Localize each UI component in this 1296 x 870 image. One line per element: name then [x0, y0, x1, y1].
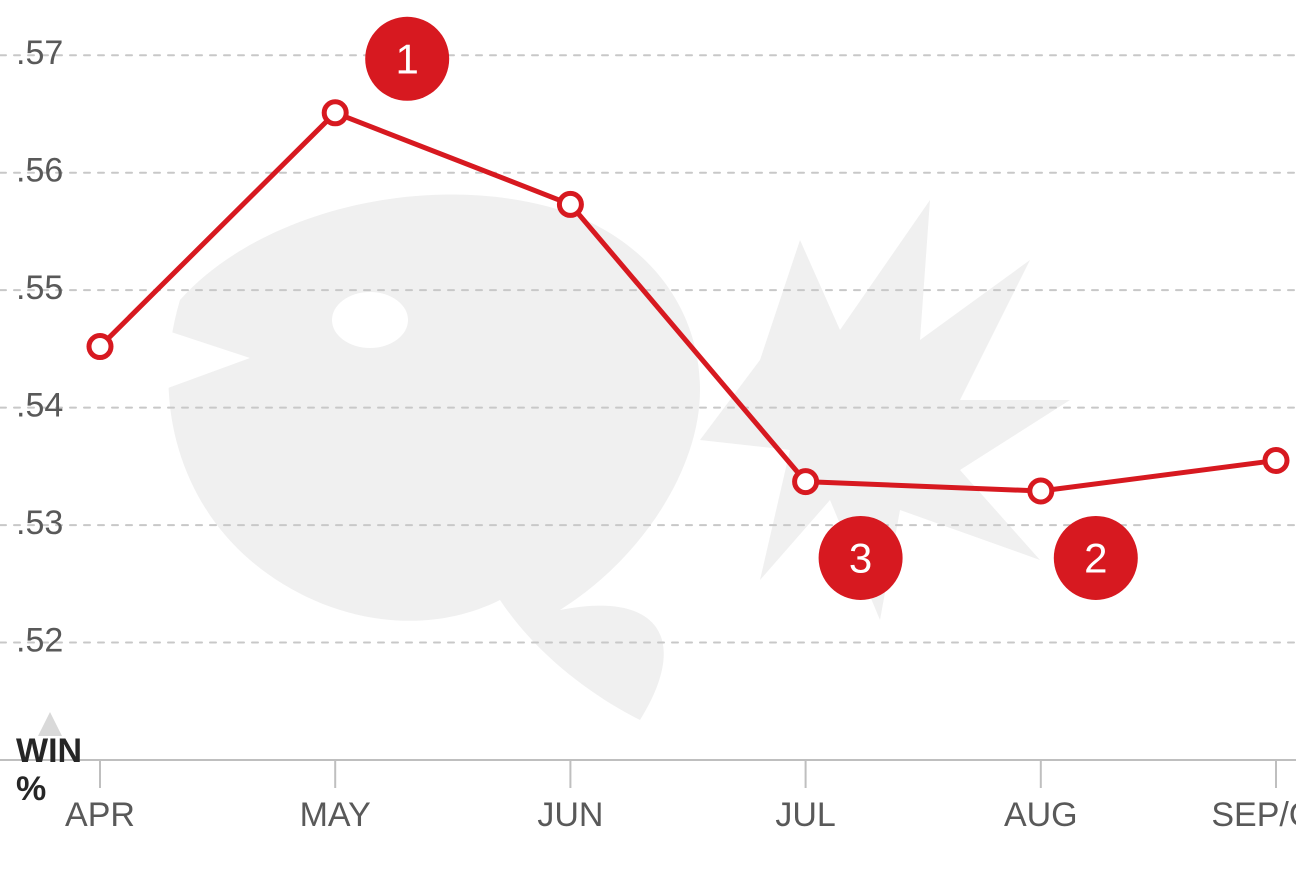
win-pct-line-chart: .52 .53 .54 .55 .56 .57 APR MAY JUN JUL AUG SEP/OCT… [0, 0, 1296, 870]
data-point-marker [795, 471, 817, 493]
x-tick-label: SEP/OCT [1211, 796, 1296, 834]
data-point-marker [324, 102, 346, 124]
x-tick-label: JUL [775, 796, 835, 834]
data-point-marker [559, 193, 581, 215]
annotation-badge-label: 2 [1084, 534, 1107, 581]
data-point-marker [1030, 480, 1052, 502]
annotation-badge: 3 [819, 516, 903, 600]
x-tick-label: JUN [537, 796, 603, 834]
y-tick-label: .55 [16, 269, 63, 307]
y-tick-label: .54 [16, 387, 63, 425]
y-axis-title-line1: WIN [16, 732, 82, 770]
y-tick-label: .57 [16, 34, 63, 72]
annotation-badge-label: 3 [849, 534, 872, 581]
annotation-badge: 2 [1054, 516, 1138, 600]
y-tick-label: .56 [16, 152, 63, 190]
y-tick-label: .52 [16, 622, 63, 660]
x-tick-label: MAY [300, 796, 371, 834]
x-tick-label: APR [65, 796, 135, 834]
annotation-badge: 1 [365, 17, 449, 101]
x-tick-label: AUG [1004, 796, 1078, 834]
data-point-marker [1265, 449, 1287, 471]
annotation-badge-label: 1 [396, 35, 419, 82]
data-point-marker [89, 336, 111, 358]
y-tick-label: .53 [16, 504, 63, 542]
y-axis-title-line2: % [16, 770, 46, 808]
chart-svg: .52 .53 .54 .55 .56 .57 APR MAY JUN JUL AUG SEP/OCT… [0, 0, 1296, 870]
